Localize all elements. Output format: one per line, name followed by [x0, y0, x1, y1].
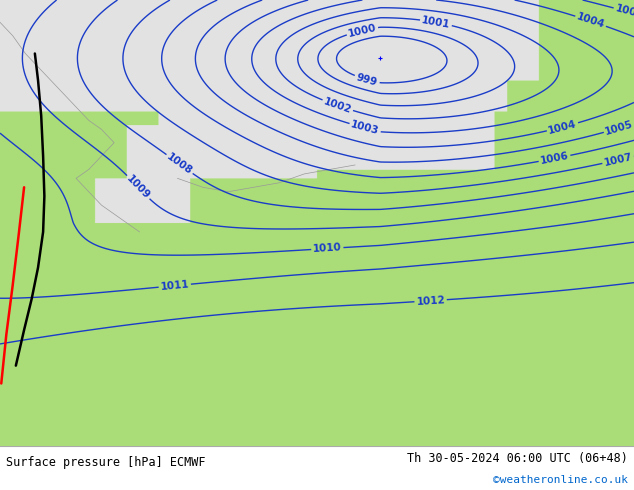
- Text: 1004: 1004: [547, 119, 578, 136]
- Text: 1000: 1000: [347, 23, 377, 39]
- Text: 1001: 1001: [421, 15, 451, 30]
- Text: Surface pressure [hPa] ECMWF: Surface pressure [hPa] ECMWF: [6, 456, 206, 469]
- Text: 1009: 1009: [125, 173, 152, 201]
- Text: Th 30-05-2024 06:00 UTC (06+48): Th 30-05-2024 06:00 UTC (06+48): [407, 452, 628, 465]
- Text: 1005: 1005: [604, 119, 634, 137]
- Text: 1012: 1012: [416, 295, 446, 307]
- Text: 999: 999: [356, 72, 378, 87]
- Text: 1002: 1002: [322, 96, 353, 115]
- Text: 1011: 1011: [160, 279, 190, 292]
- Text: 1004: 1004: [575, 12, 606, 30]
- Text: 1005: 1005: [614, 3, 634, 21]
- Text: 1010: 1010: [313, 243, 342, 254]
- Text: 1006: 1006: [540, 151, 570, 166]
- Text: 1008: 1008: [165, 151, 194, 176]
- Text: ©weatheronline.co.uk: ©weatheronline.co.uk: [493, 475, 628, 485]
- Text: 1007: 1007: [603, 152, 633, 168]
- Text: 1003: 1003: [350, 120, 380, 137]
